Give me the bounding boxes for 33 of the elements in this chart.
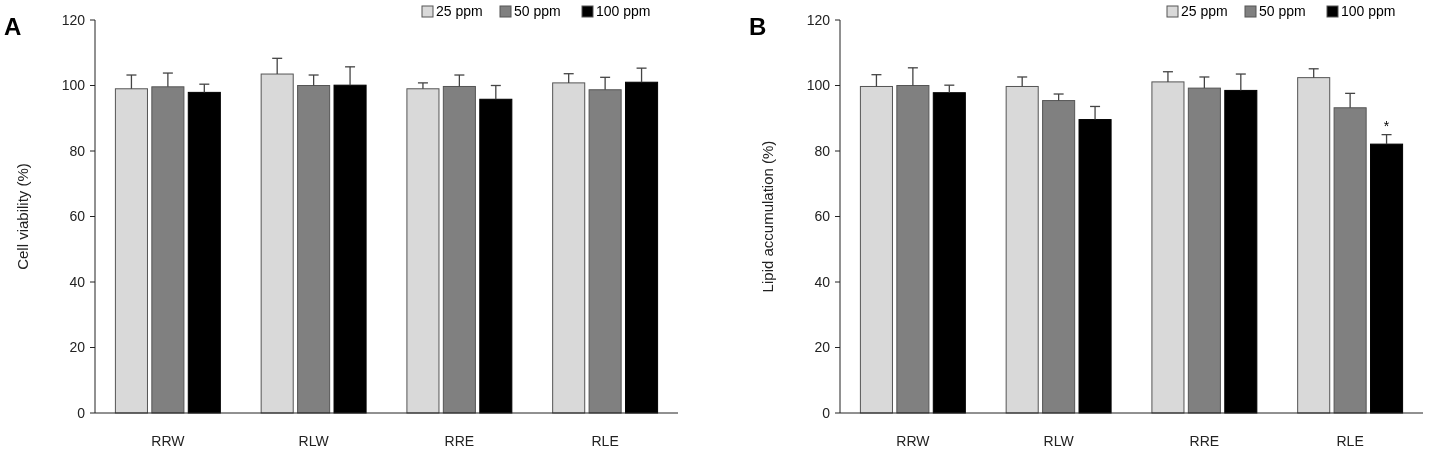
y-tick-label: 80 [814,142,831,159]
y-axis-title: Lipid accumulation (%) [759,140,776,293]
chart-title: A [4,13,22,40]
legend-label: 100 ppm [596,3,651,19]
y-tick-label: 100 [61,77,86,94]
y-tick-label: 40 [69,273,86,290]
x-tick-label: RRW [896,433,931,449]
y-tick-label: 0 [822,404,831,421]
y-tick-label: 80 [69,142,86,159]
y-tick-label: 120 [806,11,831,28]
chart-title: B [749,13,767,40]
x-tick-label: RLE [1336,433,1364,449]
y-tick-label: 20 [69,339,86,356]
annotation: * [1383,117,1390,134]
y-tick-label: 100 [806,77,831,94]
y-axis-title: Cell viability (%) [14,163,31,270]
y-tick-label: 40 [814,273,831,290]
y-tick-label: 20 [814,339,831,356]
y-tick-label: 120 [61,11,86,28]
legend-label: 25 ppm [1181,3,1228,19]
y-tick-label: 60 [69,208,86,225]
x-tick-label: RLW [298,433,330,449]
y-tick-label: 60 [814,208,831,225]
legend-label: 50 ppm [514,3,561,19]
x-tick-label: RRE [444,433,475,449]
x-tick-label: RLW [1043,433,1075,449]
legend-label: 25 ppm [436,3,483,19]
y-tick-label: 0 [77,404,86,421]
x-tick-label: RRE [1189,433,1220,449]
x-tick-label: RRW [151,433,186,449]
x-tick-label: RLE [591,433,619,449]
legend-label: 50 ppm [1259,3,1306,19]
legend-label: 100 ppm [1341,3,1396,19]
